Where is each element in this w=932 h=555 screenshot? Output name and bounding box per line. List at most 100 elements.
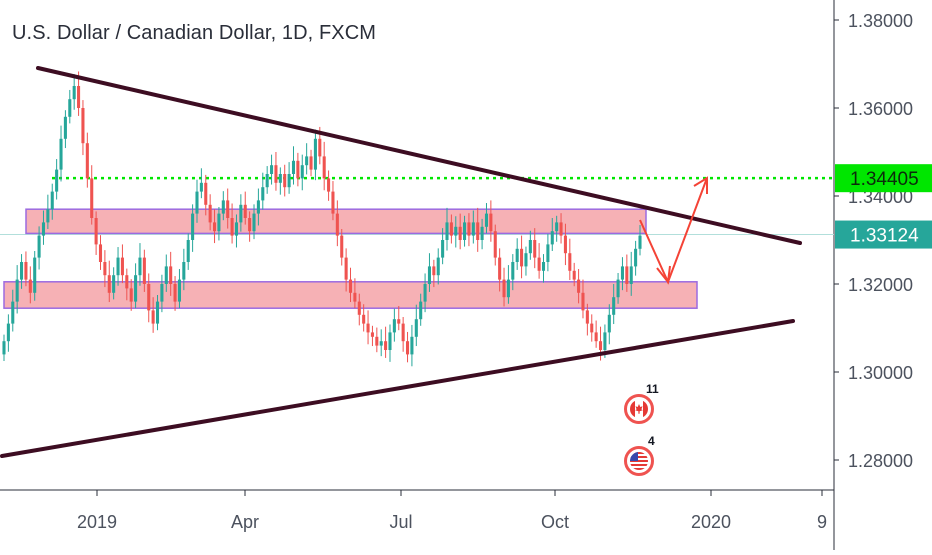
candle-body xyxy=(120,257,124,276)
candle-body xyxy=(243,204,247,218)
candle-body xyxy=(458,226,462,240)
candle-body xyxy=(388,332,392,350)
candle-body xyxy=(362,314,366,324)
candle-body xyxy=(344,257,348,280)
candle-body xyxy=(484,213,489,227)
candle-body xyxy=(274,165,278,183)
candle-body xyxy=(221,200,225,214)
candle-body xyxy=(300,165,304,179)
y-tick-label: 1.32000 xyxy=(848,275,913,295)
candle-body xyxy=(90,178,94,218)
candle-body xyxy=(524,253,528,267)
candle-body xyxy=(414,319,418,337)
candle-body xyxy=(581,292,585,311)
candle-body xyxy=(77,86,81,108)
candle-body xyxy=(555,222,559,232)
candle-body xyxy=(331,191,335,214)
candle-body xyxy=(432,266,436,276)
candle-body xyxy=(498,257,502,280)
candle-body xyxy=(59,138,63,170)
candle-body xyxy=(357,301,361,315)
y-tick-label: 1.36000 xyxy=(848,99,913,119)
candle-body xyxy=(37,235,41,258)
candle-body xyxy=(252,213,256,232)
candle-body xyxy=(454,226,458,236)
candle-body xyxy=(620,266,624,280)
candle-body xyxy=(160,284,164,302)
candle-body xyxy=(164,266,168,284)
candle-body xyxy=(199,182,203,192)
candle-body xyxy=(204,182,208,205)
candle-body xyxy=(563,235,567,254)
candle-body xyxy=(81,108,85,144)
candle-body xyxy=(585,310,589,324)
candle-body xyxy=(147,284,151,311)
candle-body xyxy=(598,341,603,350)
candle-body xyxy=(50,191,54,210)
candle-body xyxy=(169,266,173,284)
candle-body xyxy=(594,332,598,342)
candle-body xyxy=(375,336,379,346)
candle-body xyxy=(11,301,15,324)
y-tick-label: 1.38000 xyxy=(848,11,913,31)
candle-body xyxy=(173,284,177,302)
candle-body xyxy=(191,213,195,240)
candle-body xyxy=(436,257,440,276)
candle-body xyxy=(392,319,396,333)
candle-body xyxy=(467,222,471,236)
candle-body xyxy=(441,240,445,258)
candle-body xyxy=(239,204,243,223)
candle-body xyxy=(151,310,155,324)
price-label-text: 1.34405 xyxy=(850,169,919,190)
event-count-usa: 4 xyxy=(648,434,655,448)
candle-body xyxy=(177,279,181,302)
candle-body xyxy=(493,231,497,258)
x-tick-label: Oct xyxy=(541,512,569,532)
candle-body xyxy=(384,341,388,350)
candle-body xyxy=(541,262,546,271)
candle-body xyxy=(213,222,217,232)
candle-body xyxy=(283,174,287,188)
y-tick-label: 1.28000 xyxy=(848,451,913,471)
candle-body xyxy=(537,257,541,271)
candle-body xyxy=(103,262,107,276)
x-tick-label: Jul xyxy=(389,512,412,532)
candle-body xyxy=(248,218,252,232)
event-badge-canada[interactable] xyxy=(624,394,654,424)
candle-body xyxy=(63,116,67,139)
candle-body xyxy=(327,178,331,192)
price-label-text: 1.33124 xyxy=(850,226,919,247)
candle-body xyxy=(208,204,212,223)
candle-body xyxy=(309,156,313,170)
candle-body xyxy=(28,279,32,293)
candle-body xyxy=(24,262,28,280)
candle-body xyxy=(41,222,46,236)
candle-body xyxy=(607,314,611,333)
candle-body xyxy=(419,301,423,320)
candle-body xyxy=(15,279,19,302)
candle-body xyxy=(370,332,374,337)
ascending-trendline xyxy=(0,319,795,458)
candle-body xyxy=(296,160,300,179)
descending-trendline xyxy=(36,66,802,245)
candle-body xyxy=(94,218,98,245)
candle-body xyxy=(427,266,431,284)
candle-body xyxy=(449,222,453,236)
candle-body xyxy=(116,257,120,276)
candle-body xyxy=(405,341,410,355)
candle-body xyxy=(68,99,72,117)
candle-body xyxy=(182,262,186,280)
candle-body xyxy=(155,301,160,324)
candle-body xyxy=(226,200,230,218)
candle-body xyxy=(2,341,6,355)
candle-body xyxy=(20,262,24,280)
price-label-resistance xyxy=(835,164,932,193)
candle-body xyxy=(125,275,129,289)
price-label-last-price xyxy=(835,220,932,249)
event-badge-usa[interactable] xyxy=(624,446,654,476)
candle-body xyxy=(590,323,594,333)
candle-body xyxy=(638,235,642,249)
y-tick-label: 1.30000 xyxy=(848,363,913,383)
